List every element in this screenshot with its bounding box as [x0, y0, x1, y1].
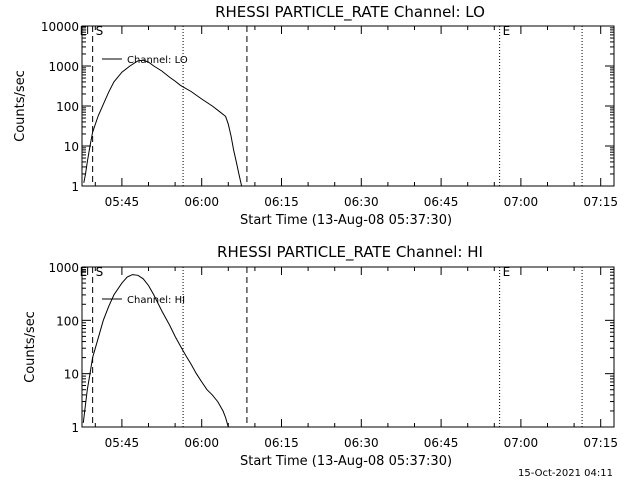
chart-hi-legend: Channel: HI: [102, 295, 185, 306]
y-tick-label: 1: [71, 180, 79, 194]
x-tick-label: 06:15: [264, 195, 299, 209]
time-marker-label: S: [96, 265, 104, 279]
x-tick-label: 07:00: [504, 195, 539, 209]
x-tick-label: 06:00: [184, 436, 219, 450]
y-tick-label: 1: [71, 421, 79, 435]
x-tick-label: 07:15: [583, 195, 618, 209]
x-tick-label: 06:00: [184, 195, 219, 209]
chart-lo-title: RHESSI PARTICLE_RATE Channel: LO: [215, 3, 485, 22]
chart-hi-series-line: [82, 274, 229, 428]
chart-lo-legend-label: Channel: LO: [127, 55, 188, 66]
time-marker-label: E: [503, 265, 511, 279]
x-tick-label: 05:45: [105, 195, 140, 209]
y-tick-label: 10000: [41, 20, 79, 34]
time-marker-label: S: [96, 24, 104, 38]
time-marker-label: E: [80, 24, 88, 38]
timestamp-stamp: 15-Oct-2021 04:11: [518, 468, 613, 479]
chart-hi-plot-frame: [81, 266, 615, 428]
y-tick-label: 10: [64, 368, 79, 382]
chart-lo-axes: 05:45 06:00 06:15 06:30 06:45 07:00 07:15 1 10 10…: [41, 20, 618, 209]
chart-hi-legend-label: Channel: HI: [127, 295, 185, 306]
x-tick-label: 06:45: [424, 195, 459, 209]
time-marker-label: E: [80, 265, 88, 279]
x-tick-label: 06:30: [344, 195, 379, 209]
y-tick-label: 1000: [48, 60, 79, 74]
x-tick-label: 06:45: [424, 436, 459, 450]
chart-hi-title: RHESSI PARTICLE_RATE Channel: HI: [217, 243, 483, 262]
chart-lo-markers: SE E: [80, 24, 583, 186]
chart-hi: RHESSI PARTICLE_RATE Channel: HI 05:45 06…: [23, 243, 618, 469]
time-marker-label: E: [503, 24, 511, 38]
chart-lo-ylabel: Counts/sec: [13, 70, 28, 142]
y-tick-label: 100: [56, 314, 79, 328]
chart-lo: RHESSI PARTICLE_RATE Channel: LO 05:45 06…: [13, 3, 618, 228]
chart-hi-ylabel: Counts/sec: [23, 311, 38, 383]
chart-lo-legend: Channel: LO: [102, 55, 188, 66]
y-tick-label: 1000: [48, 261, 79, 275]
chart-hi-xlabel: Start Time (13-Aug-08 05:37:30): [240, 454, 452, 469]
chart-lo-xlabel: Start Time (13-Aug-08 05:37:30): [240, 213, 452, 228]
x-tick-label: 05:45: [105, 436, 140, 450]
x-tick-label: 06:15: [264, 436, 299, 450]
chart-hi-axes: 05:45 06:00 06:15 06:30 06:45 07:00 07:15 1 10 10…: [48, 261, 618, 450]
chart-hi-markers: SE E: [80, 265, 583, 427]
y-tick-label: 100: [56, 100, 79, 114]
x-tick-label: 07:00: [504, 436, 539, 450]
y-tick-label: 10: [64, 140, 79, 154]
x-tick-label: 07:15: [583, 436, 618, 450]
x-tick-label: 06:30: [344, 436, 379, 450]
chart-lo-series-line: [83, 59, 243, 187]
